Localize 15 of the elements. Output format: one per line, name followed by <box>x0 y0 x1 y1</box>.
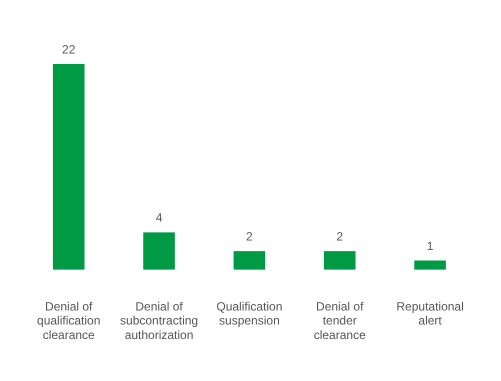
bar <box>234 251 266 270</box>
x-tick-label: Denial of tender clearance <box>314 299 366 342</box>
x-tick-label: Denial of subcontracting authorization <box>120 299 198 342</box>
data-label: 2 <box>246 229 254 244</box>
bar <box>324 251 356 270</box>
data-label: 2 <box>336 229 344 244</box>
data-label: 22 <box>62 42 76 56</box>
x-tick-label: Denial of qualification clearance <box>37 299 100 342</box>
bar <box>414 260 446 270</box>
data-label: 4 <box>156 210 163 225</box>
bar <box>143 232 175 270</box>
x-tick-label: Qualification suspension <box>216 299 282 328</box>
data-label: 1 <box>426 238 434 253</box>
x-tick-label: Reputational alert <box>396 299 464 328</box>
bar <box>52 64 85 270</box>
